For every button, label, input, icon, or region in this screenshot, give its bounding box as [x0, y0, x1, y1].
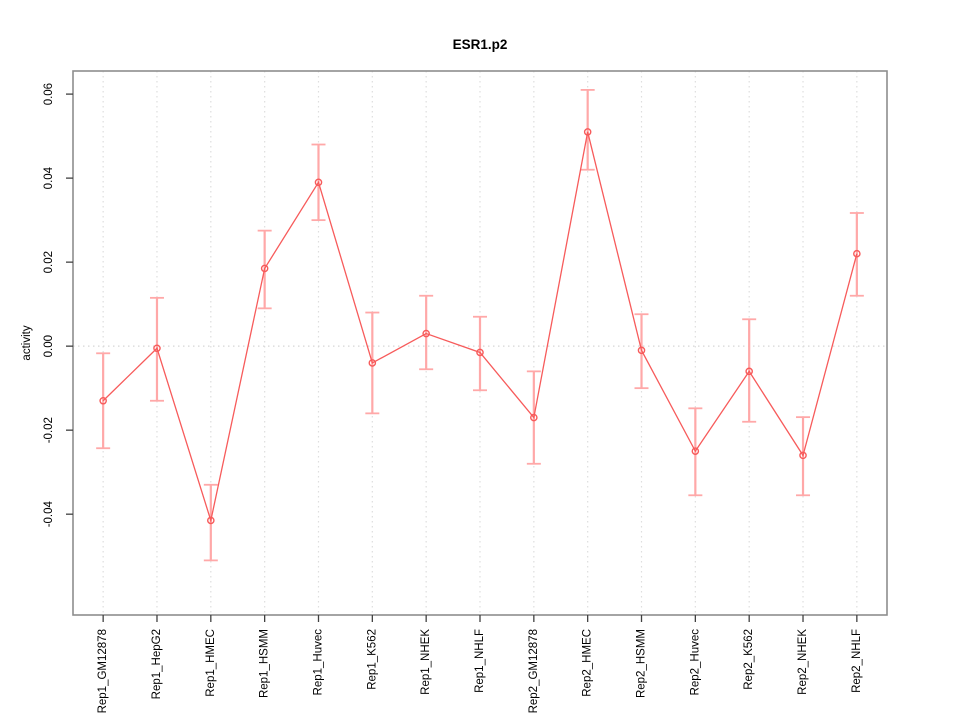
data-point-marker: [530, 413, 538, 422]
data-point-marker: [476, 348, 484, 357]
data-point-marker: [153, 344, 161, 353]
data-point-marker: [99, 396, 107, 405]
data-point-marker: [422, 329, 430, 338]
series-line: [102, 131, 858, 524]
data-point-marker: [583, 128, 592, 136]
chart-title: ESR1.p2: [452, 37, 508, 52]
x-tick-label: Rep2_HSMM: [636, 629, 648, 698]
data-point-marker: [368, 359, 377, 367]
x-tick-label: Rep2_Huvec: [689, 629, 701, 696]
x-tick-label: Rep1_K562: [366, 629, 378, 690]
data-point-marker: [799, 451, 807, 460]
data-point-marker: [314, 178, 323, 187]
x-tick-label: Rep1_HMEC: [205, 629, 217, 697]
y-tick-label: 0.04: [43, 166, 55, 189]
data-point-marker: [260, 264, 269, 273]
x-tick-label: Rep2_NHEK: [797, 629, 809, 695]
x-tick-label: Rep1_NHEK: [420, 629, 432, 695]
data-point-marker: [745, 367, 753, 376]
x-tick-label: Rep1_GM12878: [97, 629, 109, 713]
x-tick-label: Rep1_HSMM: [259, 629, 271, 698]
y-tick-label: 0.06: [43, 83, 55, 105]
data-point-marker: [207, 516, 215, 525]
x-tick-label: Rep1_NHLF: [474, 629, 486, 693]
x-tick-label: Rep1_Huvec: [312, 629, 324, 696]
x-tick-label: Rep2_K562: [743, 629, 755, 690]
y-tick-label: 0.00: [43, 335, 55, 357]
y-tick-label: -0.04: [43, 500, 55, 527]
data-point-marker: [691, 447, 700, 455]
x-tick-label: Rep2_GM12878: [528, 629, 540, 713]
y-tick-label: -0.02: [43, 417, 55, 443]
y-tick-label: 0.02: [43, 251, 55, 273]
x-tick-label: Rep2_NHLF: [851, 629, 863, 693]
x-tick-label: Rep2_HMEC: [582, 629, 594, 697]
data-point-marker: [637, 346, 646, 355]
data-point-marker: [853, 249, 861, 258]
x-tick-label: Rep1_HepG2: [151, 629, 163, 699]
